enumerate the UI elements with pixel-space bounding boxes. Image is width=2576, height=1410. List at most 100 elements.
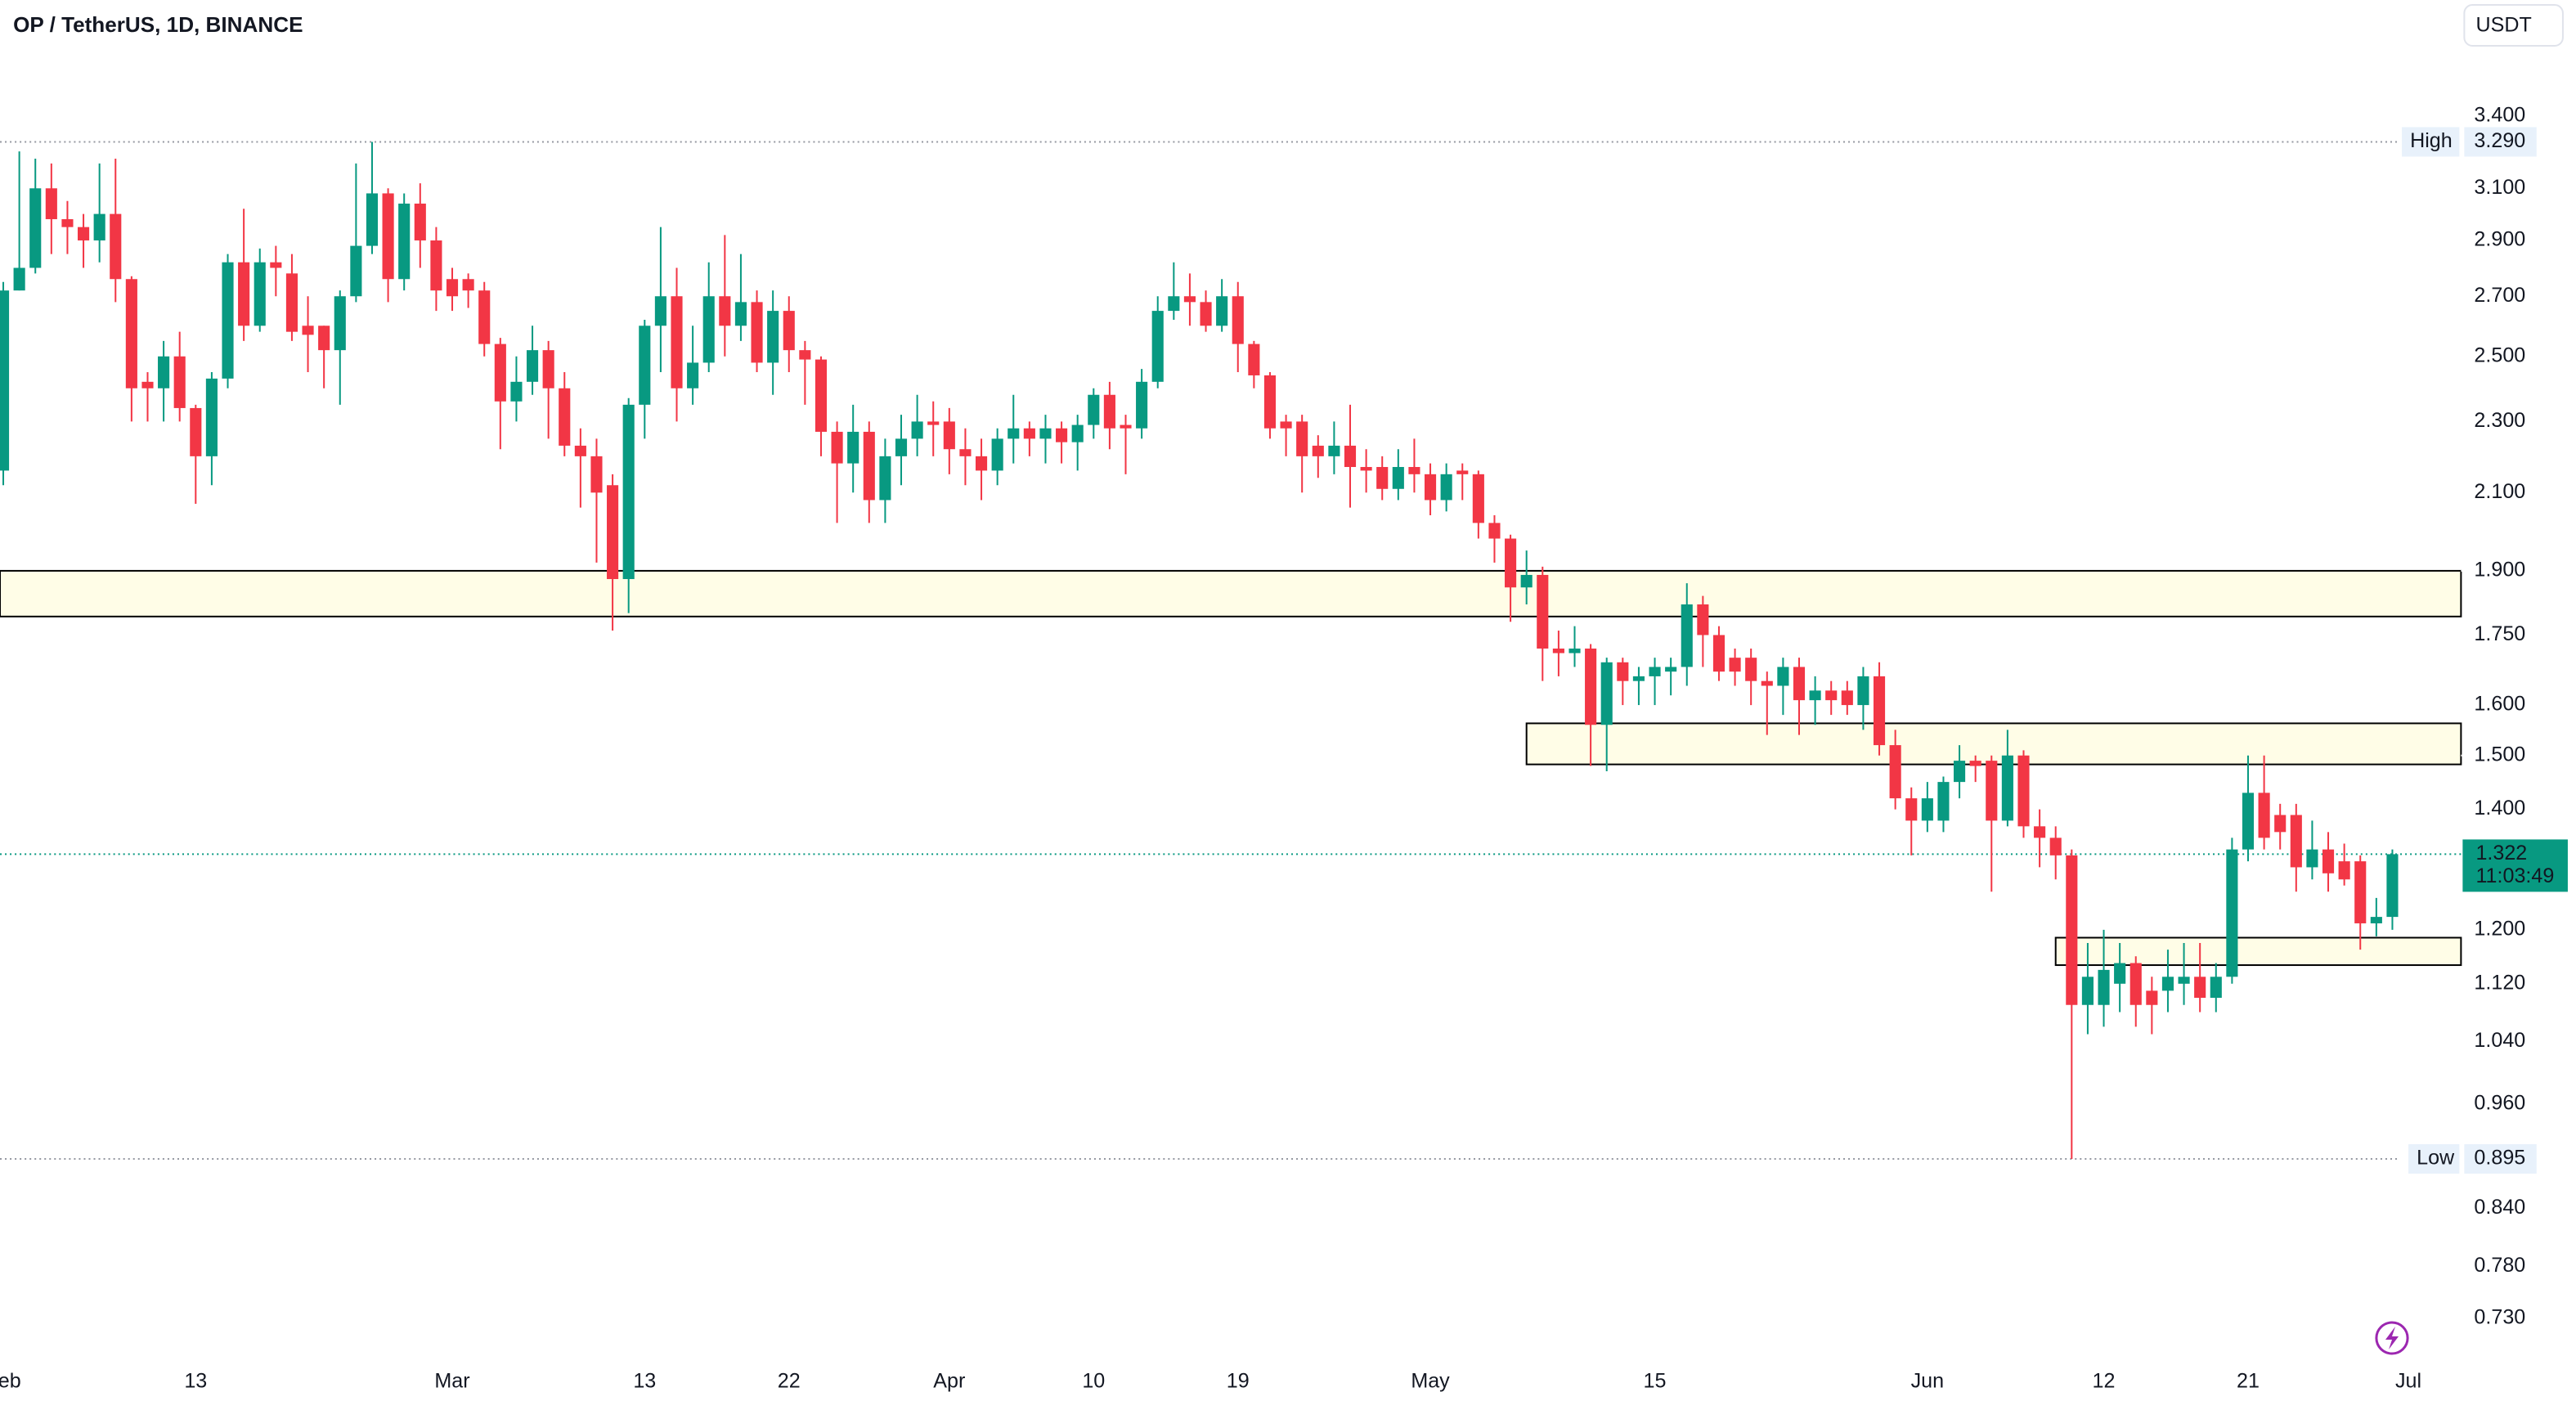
candle-body — [1263, 375, 1277, 429]
x-tick-label: 22 — [778, 1370, 801, 1393]
marker-value-box — [2464, 127, 2537, 157]
currency-label[interactable]: USDT — [2475, 14, 2531, 37]
candle-body — [1552, 648, 1564, 653]
y-tick-label: 2.700 — [2474, 284, 2525, 307]
candle-body — [2274, 815, 2287, 833]
candle-body — [334, 296, 346, 351]
candle-body — [622, 404, 635, 580]
candle-body — [158, 356, 170, 388]
candle-body — [1568, 648, 1581, 653]
candle-body — [767, 311, 779, 363]
candle-body — [1986, 761, 1998, 821]
candle-body — [863, 431, 875, 501]
candle-body — [318, 326, 330, 351]
candle-body — [350, 245, 362, 297]
candle-body — [2322, 849, 2335, 873]
candle-body — [2129, 963, 2142, 1005]
zone — [0, 569, 2462, 617]
candle-body — [2034, 826, 2046, 838]
candle-body — [285, 273, 298, 332]
candle-body — [2066, 855, 2078, 1005]
y-tick-label: 1.600 — [2474, 693, 2525, 716]
candle-body — [1408, 466, 1420, 474]
candle-body — [702, 296, 715, 363]
y-tick-label: 0.730 — [2474, 1305, 2525, 1328]
candle-body — [943, 421, 955, 450]
candle-body — [526, 350, 539, 382]
lightning-icon[interactable] — [2375, 1321, 2409, 1355]
y-tick-label: 3.400 — [2474, 104, 2525, 127]
candle-body — [2194, 977, 2206, 999]
candle-body — [959, 449, 972, 456]
axes: 3.400 3.100 2.900 2.700 2.500 2.300 2.100 1.900… — [0, 104, 2568, 1393]
candle-body — [1472, 474, 1484, 523]
candle-body — [1456, 470, 1469, 474]
candle-body — [1632, 676, 1645, 681]
currency-button[interactable] — [2463, 4, 2564, 47]
candle-body — [1777, 667, 1789, 686]
candle-body — [1889, 745, 1901, 799]
candle-body — [1312, 445, 1324, 456]
candle-body — [1585, 648, 1597, 725]
candle-body — [430, 240, 442, 291]
candle-body — [2242, 793, 2255, 850]
candle-body — [1649, 667, 1661, 676]
candle-body — [2338, 861, 2350, 880]
candle-body — [1809, 690, 1821, 701]
candle-body — [2114, 963, 2126, 984]
candle-body — [2306, 849, 2318, 868]
candle-body — [1071, 424, 1084, 442]
candle-body — [270, 262, 282, 268]
candle-body — [734, 302, 747, 326]
y-tick-label: 2.500 — [2474, 344, 2525, 366]
candle-body — [1793, 667, 1806, 701]
chart-title: OP / TetherUS, 1D, BINANCE — [13, 12, 303, 37]
candle-body — [382, 193, 394, 280]
candle-body — [1424, 474, 1437, 501]
candle-body — [1200, 302, 1212, 326]
candle-body — [799, 350, 811, 360]
candle-body — [2001, 755, 2013, 821]
candle-body — [1023, 428, 1035, 439]
icon-circle[interactable] — [2375, 1321, 2409, 1355]
candle-body — [1440, 474, 1452, 501]
x-tick-label: 21 — [2237, 1370, 2260, 1393]
candle-body — [2146, 990, 2158, 1005]
countdown-label: 11:03:49 — [2475, 864, 2554, 887]
candle-body — [2226, 849, 2238, 977]
candle-body — [125, 279, 137, 388]
candle-body — [2370, 917, 2382, 923]
candle-body — [1905, 798, 1918, 821]
candle-body — [975, 456, 988, 471]
candle-body — [991, 438, 1003, 471]
x-tick-label: 13 — [184, 1370, 207, 1393]
icon-bolt[interactable] — [2385, 1327, 2399, 1349]
candle-body — [1937, 782, 1950, 821]
candle-body — [815, 359, 828, 432]
candle-body — [2178, 977, 2190, 984]
marker-label-box — [2402, 127, 2460, 157]
candle-body — [61, 218, 74, 227]
candle-body — [590, 456, 603, 493]
candle-body — [895, 438, 908, 456]
candle-body — [607, 485, 619, 580]
candle-body — [911, 421, 923, 439]
y-tick-label: 2.300 — [2474, 409, 2525, 432]
candle-body — [13, 267, 25, 291]
candle-body — [1681, 604, 1693, 667]
y-tick-label: 3.100 — [2474, 176, 2525, 199]
candle-body — [1825, 690, 1838, 701]
candle-body — [639, 326, 651, 405]
candle-body — [173, 356, 186, 408]
candle-body — [671, 296, 683, 388]
candle-body — [1328, 445, 1340, 456]
candle-body — [1088, 394, 1100, 425]
candle-body — [0, 290, 10, 471]
x-tick-label: Jul — [2395, 1370, 2421, 1393]
x-tick-label: Feb — [0, 1370, 21, 1393]
candle-body — [1183, 296, 1196, 303]
candle-body — [1392, 466, 1404, 489]
candle-body — [2386, 854, 2399, 918]
candle-body — [2161, 977, 2174, 991]
candle-body — [29, 188, 42, 268]
